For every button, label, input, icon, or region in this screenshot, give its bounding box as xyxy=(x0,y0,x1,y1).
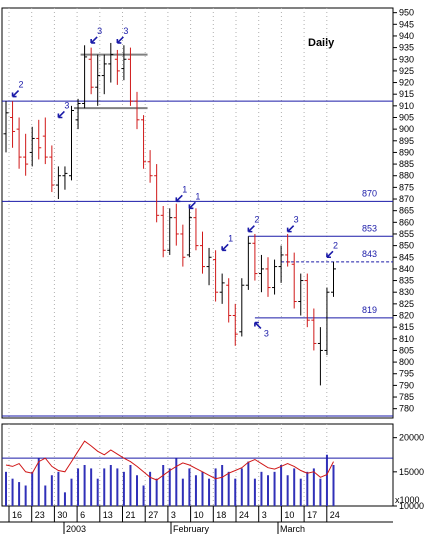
annotation-label: 3 xyxy=(294,215,299,225)
annotation-arrow xyxy=(286,225,295,233)
y-tick-label: 945 xyxy=(399,19,414,29)
annotation-arrow xyxy=(175,194,183,203)
y-tick-label: 795 xyxy=(399,369,414,379)
x-tick-label: 23 xyxy=(35,510,45,520)
y-tick-label: 890 xyxy=(399,147,414,157)
annotation-arrow xyxy=(11,89,20,98)
x-tick-label: 3 xyxy=(262,510,267,520)
y-tick-label: 905 xyxy=(399,112,414,122)
month-label: March xyxy=(280,524,305,534)
annotation-label: 2 xyxy=(254,215,259,225)
y-tick-label: 855 xyxy=(399,229,414,239)
volume-y-tick-label: 20000 xyxy=(399,433,424,443)
annotation-label: 3 xyxy=(264,328,269,338)
level-label: 843 xyxy=(362,249,377,259)
level-label: 870 xyxy=(362,188,377,198)
y-tick-label: 920 xyxy=(399,78,414,88)
annotation-label: 1 xyxy=(195,191,200,201)
annotation-label: 2 xyxy=(19,80,24,90)
annotation-arrow xyxy=(221,243,229,252)
month-label: February xyxy=(173,524,210,534)
annotation-arrow xyxy=(57,110,65,119)
y-tick-label: 865 xyxy=(399,206,414,216)
x-tick-label: 6 xyxy=(80,510,85,520)
volume-y-tick-label: 15000 xyxy=(399,467,424,477)
y-tick-label: 845 xyxy=(399,252,414,262)
y-tick-label: 915 xyxy=(399,89,414,99)
y-tick-label: 875 xyxy=(399,182,414,192)
annotation-arrow xyxy=(116,36,124,44)
x-tick-label: 27 xyxy=(148,510,158,520)
y-tick-label: 825 xyxy=(399,299,414,309)
y-tick-label: 820 xyxy=(399,311,414,321)
y-tick-label: 800 xyxy=(399,357,414,367)
x-tick-label: 21 xyxy=(126,510,136,520)
x-tick-label: 13 xyxy=(103,510,113,520)
y-tick-label: 910 xyxy=(399,101,414,111)
x-tick-label: 24 xyxy=(330,510,340,520)
chart-title: Daily xyxy=(308,37,335,49)
level-label: 853 xyxy=(362,223,377,233)
y-tick-label: 870 xyxy=(399,194,414,204)
volume-y-tick-label: 10000 xyxy=(399,501,424,511)
price-panel-frame xyxy=(1,7,394,419)
y-tick-label: 940 xyxy=(399,31,414,41)
y-tick-label: 880 xyxy=(399,171,414,181)
annotation-label: 1 xyxy=(182,184,187,194)
y-tick-label: 860 xyxy=(399,217,414,227)
annotation-label: 1 xyxy=(228,233,233,243)
x-tick-label: 16 xyxy=(12,510,22,520)
y-tick-label: 810 xyxy=(399,334,414,344)
x-tick-label: 24 xyxy=(239,510,249,520)
month-label: 2003 xyxy=(66,524,86,534)
y-tick-label: 850 xyxy=(399,241,414,251)
y-tick-label: 900 xyxy=(399,124,414,134)
x-tick-label: 30 xyxy=(57,510,67,520)
annotation-label: 3 xyxy=(123,26,128,36)
y-tick-label: 930 xyxy=(399,54,414,64)
y-tick-label: 950 xyxy=(399,8,414,18)
y-tick-label: 935 xyxy=(399,43,414,53)
x-tick-label: 10 xyxy=(194,510,204,520)
annotation-arrow xyxy=(254,321,262,330)
annotation-arrow xyxy=(326,250,334,259)
y-tick-label: 815 xyxy=(399,322,414,332)
annotation-arrow xyxy=(90,36,98,44)
annotation-label: 3 xyxy=(64,100,69,110)
volume-panel-frame xyxy=(1,423,394,507)
x-tick-label: 3 xyxy=(171,510,176,520)
x-tick-label: 18 xyxy=(216,510,226,520)
x-tick-label: 10 xyxy=(284,510,294,520)
y-tick-label: 805 xyxy=(399,345,414,355)
annotation-label: 2 xyxy=(333,240,338,250)
annotation-label: 3 xyxy=(97,26,102,36)
y-tick-label: 885 xyxy=(399,159,414,169)
y-tick-label: 835 xyxy=(399,276,414,286)
y-tick-label: 840 xyxy=(399,264,414,274)
y-tick-label: 830 xyxy=(399,287,414,297)
oscillator-line xyxy=(5,440,334,481)
volume-units-label: x1000 xyxy=(395,495,420,505)
annotation-arrow xyxy=(188,201,196,210)
x-tick-label: 17 xyxy=(307,510,317,520)
y-tick-label: 895 xyxy=(399,136,414,146)
level-label: 819 xyxy=(362,305,377,315)
y-tick-label: 785 xyxy=(399,392,414,402)
annotation-arrow xyxy=(247,225,255,233)
y-tick-label: 925 xyxy=(399,66,414,76)
y-tick-label: 780 xyxy=(399,404,414,414)
y-tick-label: 790 xyxy=(399,380,414,390)
